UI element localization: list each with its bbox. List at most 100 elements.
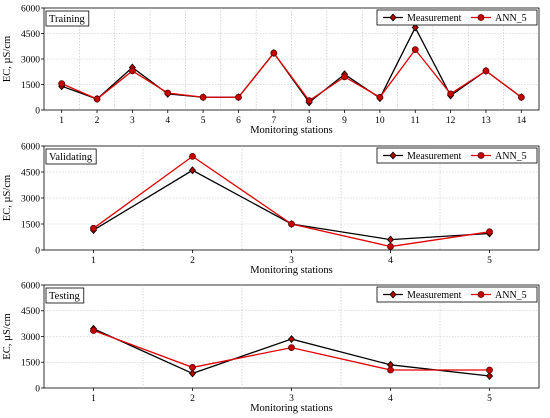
y-tick-label: 3000 — [21, 55, 40, 65]
y-tick-label: 4500 — [21, 307, 40, 317]
y-tick-label: 4500 — [21, 168, 40, 178]
legend-marker-diamond — [389, 13, 397, 22]
panel-label: Validating — [49, 152, 93, 163]
x-tick-label: 8 — [307, 116, 312, 126]
data-point-measurement — [188, 369, 197, 378]
legend-marker-diamond — [389, 290, 397, 299]
data-point-ann-5 — [387, 243, 394, 250]
legend-label: Measurement — [407, 290, 462, 301]
panel-label-box — [45, 287, 85, 304]
data-point-ann-5 — [235, 93, 242, 101]
data-point-ann-5 — [387, 366, 394, 374]
y-axis-title: EC, µS/cm — [2, 36, 13, 82]
panel-label: Training — [49, 14, 86, 25]
data-point-ann-5 — [517, 93, 525, 101]
x-tick-label: 4 — [165, 116, 170, 126]
chart-panel-3: 0 1500 3000 4500 6000 1 2 3 4 5 Monitoring station… — [2, 281, 540, 414]
data-point-measurement — [386, 235, 395, 244]
x-tick-label: 11 — [411, 116, 420, 126]
legend-label: ANN_5 — [495, 151, 527, 162]
data-point-ann-5 — [486, 366, 493, 374]
legend — [376, 286, 538, 303]
legend-marker-diamond — [389, 151, 397, 160]
y-axis-title: EC, µS/cm — [2, 175, 13, 221]
data-point-ann-5 — [58, 80, 66, 88]
x-axis-title: Monitoring stations — [250, 265, 333, 276]
data-point-measurement — [485, 371, 494, 380]
y-tick-label: 1500 — [21, 81, 40, 91]
data-point-ann-5 — [341, 73, 348, 81]
x-tick-label: 6 — [236, 116, 241, 126]
x-tick-label: 9 — [342, 116, 347, 126]
data-point-ann-5 — [90, 327, 97, 334]
data-point-ann-5 — [482, 67, 490, 75]
data-point-ann-5 — [447, 90, 455, 98]
legend — [376, 147, 538, 164]
x-tick-label: 3 — [289, 394, 294, 404]
data-point-ann-5 — [305, 97, 313, 105]
panel-label-box — [45, 10, 90, 27]
data-point-ann-5 — [270, 49, 278, 57]
legend-marker-circle — [477, 14, 485, 21]
x-tick-label: 1 — [91, 394, 96, 404]
y-tick-label: 0 — [35, 106, 40, 116]
data-point-ann-5 — [411, 46, 419, 54]
y-tick-label: 0 — [35, 384, 40, 394]
y-tick-label: 6000 — [21, 142, 40, 152]
y-tick-label: 4500 — [21, 30, 40, 40]
panel-label: Testing — [49, 291, 81, 302]
data-point-ann-5 — [90, 224, 97, 232]
x-tick-label: 4 — [388, 256, 393, 266]
legend-label: ANN_5 — [495, 13, 527, 24]
data-point-measurement — [411, 23, 419, 32]
x-tick-label: 4 — [388, 394, 393, 404]
y-tick-label: 1500 — [21, 359, 40, 369]
y-tick-label: 0 — [35, 246, 40, 256]
y-tick-label: 1500 — [21, 220, 40, 230]
data-point-ann-5 — [93, 95, 101, 103]
x-tick-label: 3 — [289, 256, 294, 266]
x-tick-label: 13 — [481, 116, 491, 126]
legend — [376, 9, 538, 26]
series-line-ann-5 — [61, 48, 522, 102]
legend-label: Measurement — [407, 151, 462, 162]
y-tick-label: 6000 — [21, 281, 40, 291]
x-tick-label: 5 — [487, 394, 492, 404]
data-point-ann-5 — [189, 152, 196, 160]
legend-label: ANN_5 — [495, 290, 527, 301]
y-tick-label: 3000 — [21, 194, 40, 204]
x-tick-label: 2 — [190, 256, 195, 266]
panel-label-box — [45, 148, 97, 165]
data-point-ann-5 — [486, 228, 493, 236]
data-point-ann-5 — [189, 363, 196, 371]
data-point-ann-5 — [164, 89, 172, 97]
legend-marker-circle — [477, 152, 485, 159]
data-point-ann-5 — [199, 93, 207, 101]
x-tick-label: 14 — [517, 116, 527, 126]
data-point-ann-5 — [128, 67, 136, 75]
y-tick-label: 6000 — [21, 4, 40, 14]
data-point-ann-5 — [376, 93, 384, 101]
x-axis-title: Monitoring stations — [250, 125, 333, 136]
x-tick-label: 7 — [271, 116, 276, 126]
data-point-measurement — [287, 335, 296, 344]
x-tick-label: 5 — [201, 116, 206, 126]
data-point-measurement — [188, 166, 197, 175]
data-point-ann-5 — [288, 220, 295, 228]
x-tick-label: 12 — [446, 116, 456, 126]
x-tick-label: 5 — [487, 256, 492, 266]
x-tick-label: 2 — [190, 394, 195, 404]
chart-panel-2: 0 1500 3000 4500 6000 1 2 3 4 5 Monitoring station… — [2, 142, 540, 276]
legend-marker-circle — [477, 291, 485, 298]
x-tick-label: 1 — [91, 256, 96, 266]
x-tick-label: 10 — [375, 116, 385, 126]
y-tick-label: 3000 — [21, 333, 40, 343]
x-tick-label: 1 — [59, 116, 64, 126]
x-tick-label: 3 — [130, 116, 135, 126]
x-tick-label: 2 — [95, 116, 100, 126]
y-axis-title: EC, µS/cm — [2, 313, 13, 359]
legend-label: Measurement — [407, 13, 462, 24]
x-axis-title: Monitoring stations — [250, 403, 333, 414]
